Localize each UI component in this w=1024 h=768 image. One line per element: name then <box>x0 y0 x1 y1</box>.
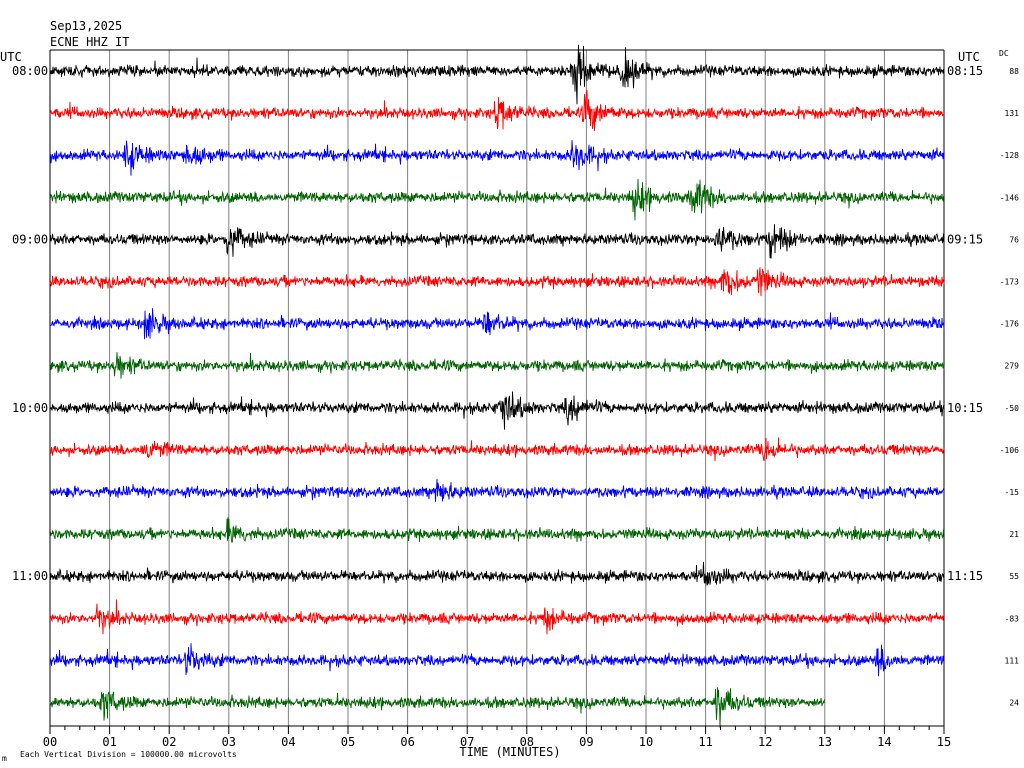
grid-lines <box>49 49 945 726</box>
right-time-label-8: 10:15 <box>947 401 983 415</box>
trace-row-1 <box>49 90 945 132</box>
dc-offset-3: -146 <box>1000 193 1019 202</box>
time-axis: 00 01 02 03 04 05 06 07 08 09 10 11 12 13 14 15 <box>43 725 951 749</box>
x-tick-label-7: 07 <box>460 735 474 749</box>
right-time-label-0: 08:15 <box>947 64 983 78</box>
x-tick-label-1: 01 <box>102 735 116 749</box>
left-time-label-4: 09:00 <box>12 232 48 246</box>
trace-row-12 <box>49 561 945 586</box>
dc-offset-13: -83 <box>1005 614 1020 623</box>
scale-note: Each Vertical Division = 100000.00 micro… <box>20 750 237 759</box>
x-tick-label-8: 08 <box>520 735 534 749</box>
dc-offset-9: -106 <box>1000 446 1019 455</box>
x-tick-label-9: 09 <box>579 735 593 749</box>
trace-row-13 <box>49 599 945 635</box>
x-tick-label-11: 11 <box>698 735 712 749</box>
x-tick-label-2: 02 <box>162 735 176 749</box>
dc-offset-2: -128 <box>1000 151 1019 160</box>
dc-offset-15: 24 <box>1009 699 1019 708</box>
x-tick-label-12: 12 <box>758 735 772 749</box>
left-time-label-12: 11:00 <box>12 569 48 583</box>
dc-offset-4: 76 <box>1009 235 1019 244</box>
dc-offset-0: 88 <box>1009 67 1019 76</box>
left-time-label-8: 10:00 <box>12 401 48 415</box>
dc-offset-6: -176 <box>1000 320 1019 329</box>
left-time-label-0: 08:00 <box>12 64 48 78</box>
dc-offset-12: 55 <box>1009 572 1019 581</box>
x-tick-label-5: 05 <box>341 735 355 749</box>
trace-row-6 <box>49 308 945 340</box>
trace-row-10 <box>49 478 945 502</box>
trace-row-15 <box>49 687 825 728</box>
x-tick-label-4: 04 <box>281 735 295 749</box>
x-axis-title: TIME (MINUTES) <box>459 745 560 759</box>
seismic-traces <box>49 44 945 728</box>
x-tick-label-6: 06 <box>400 735 414 749</box>
trace-row-0 <box>49 44 945 105</box>
x-tick-label-13: 13 <box>818 735 832 749</box>
trace-row-7 <box>49 352 945 379</box>
dc-offset-11: 21 <box>1009 530 1019 539</box>
trace-row-5 <box>49 267 945 297</box>
x-tick-label-0: 00 <box>43 735 57 749</box>
dc-offset-7: 279 <box>1005 362 1020 371</box>
dc-offset-1: 131 <box>1005 109 1020 118</box>
trace-row-2 <box>49 140 945 176</box>
dc-label: DC <box>999 49 1009 58</box>
x-tick-label-14: 14 <box>877 735 891 749</box>
x-tick-label-3: 03 <box>222 735 236 749</box>
utc-left-label: UTC <box>0 50 22 64</box>
trace-row-4 <box>49 224 945 259</box>
dc-offset-8: -50 <box>1005 404 1020 413</box>
right-time-label-4: 09:15 <box>947 232 983 246</box>
dc-offset-14: 111 <box>1005 656 1020 665</box>
x-tick-label-15: 15 <box>937 735 951 749</box>
station-label: ECNE HHZ IT <box>50 35 130 49</box>
x-tick-label-10: 10 <box>639 735 653 749</box>
trace-row-3 <box>49 178 945 221</box>
date-label: Sep13,2025 <box>50 19 123 33</box>
dc-offset-5: -173 <box>1000 278 1019 287</box>
utc-right-label: UTC <box>958 50 980 64</box>
trace-row-9 <box>49 437 945 462</box>
trace-row-8 <box>49 391 945 430</box>
right-time-label-12: 11:15 <box>947 569 983 583</box>
trace-row-14 <box>49 643 945 677</box>
dc-offset-10: -15 <box>1005 488 1020 497</box>
row-labels: 08:00 08:15 88 131 -128 -146 09:00 09:15 76 -173 -… <box>12 64 1019 708</box>
trace-row-11 <box>50 517 945 544</box>
corner-mark: m <box>2 754 7 763</box>
